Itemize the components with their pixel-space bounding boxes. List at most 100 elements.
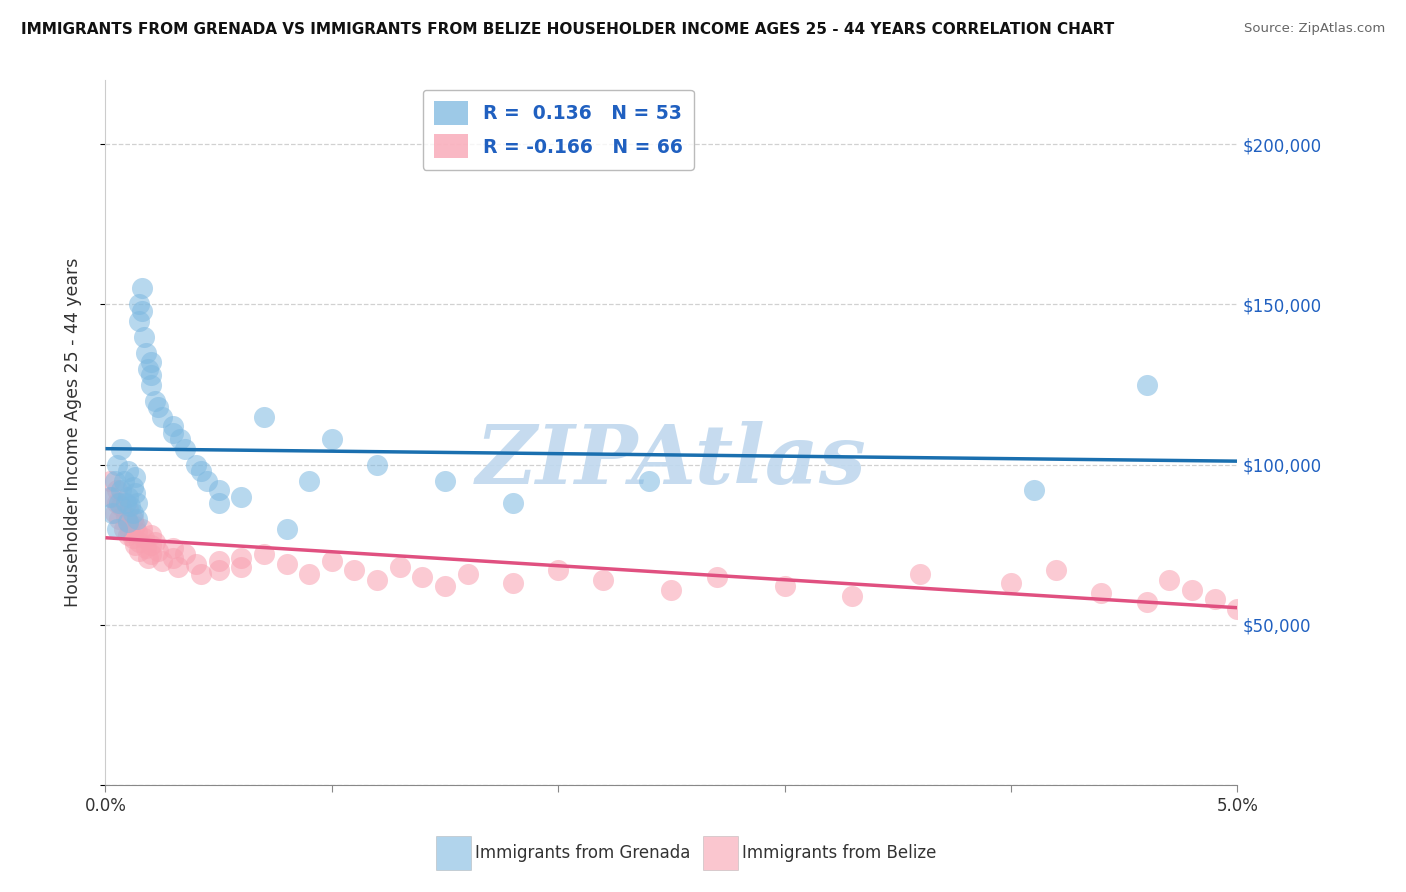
Point xyxy=(231,490,253,504)
Text: ZIPAtlas: ZIPAtlas xyxy=(475,421,868,500)
Point xyxy=(343,563,366,577)
Point xyxy=(131,281,153,295)
Point xyxy=(120,500,142,514)
Point xyxy=(128,297,150,311)
Point xyxy=(124,470,146,484)
Point xyxy=(231,560,253,574)
Point xyxy=(101,506,124,520)
Point xyxy=(253,547,276,561)
Point xyxy=(139,355,162,369)
Point xyxy=(1045,563,1067,577)
Point xyxy=(98,474,121,488)
Point xyxy=(1181,582,1204,597)
Point xyxy=(120,524,142,539)
Point xyxy=(162,541,184,555)
Point xyxy=(108,496,131,510)
Point xyxy=(276,522,298,536)
Point xyxy=(366,573,388,587)
Point xyxy=(841,589,863,603)
Point xyxy=(143,393,166,408)
Point xyxy=(276,557,298,571)
Point xyxy=(112,522,135,536)
Point xyxy=(128,313,150,327)
Point xyxy=(139,377,162,392)
Point xyxy=(124,538,146,552)
Point xyxy=(110,483,132,498)
Y-axis label: Householder Income Ages 25 - 44 years: Householder Income Ages 25 - 44 years xyxy=(63,258,82,607)
Point xyxy=(1000,576,1022,591)
Point xyxy=(139,368,162,382)
Point xyxy=(110,500,132,514)
Point xyxy=(124,518,146,533)
Point xyxy=(121,506,143,520)
Point xyxy=(127,512,149,526)
Point xyxy=(910,566,932,581)
Point xyxy=(208,483,231,498)
Point xyxy=(127,524,149,539)
Point xyxy=(121,480,143,494)
Point xyxy=(105,522,128,536)
Point xyxy=(173,547,195,561)
Point xyxy=(1136,595,1159,609)
Point xyxy=(195,474,218,488)
Point xyxy=(661,582,683,597)
Point xyxy=(321,432,343,446)
Point xyxy=(298,474,321,488)
Point xyxy=(98,490,121,504)
Point xyxy=(108,512,131,526)
Point xyxy=(298,566,321,581)
Point xyxy=(131,522,153,536)
Point xyxy=(103,506,125,520)
Point xyxy=(105,483,128,498)
Point xyxy=(190,464,212,478)
Point xyxy=(114,508,136,523)
Point xyxy=(146,544,169,558)
Point xyxy=(110,442,132,456)
Point xyxy=(773,579,796,593)
Point xyxy=(1226,601,1249,615)
Text: Source: ZipAtlas.com: Source: ZipAtlas.com xyxy=(1244,22,1385,36)
Point xyxy=(1136,377,1159,392)
Point xyxy=(457,566,479,581)
Text: Immigrants from Grenada: Immigrants from Grenada xyxy=(475,844,690,862)
Point xyxy=(433,474,456,488)
Point xyxy=(117,516,139,530)
Text: IMMIGRANTS FROM GRENADA VS IMMIGRANTS FROM BELIZE HOUSEHOLDER INCOME AGES 25 - 4: IMMIGRANTS FROM GRENADA VS IMMIGRANTS FR… xyxy=(21,22,1115,37)
Point xyxy=(117,528,139,542)
Point xyxy=(253,409,276,424)
Point xyxy=(146,400,169,414)
Point xyxy=(162,425,184,440)
Point xyxy=(101,490,124,504)
Point xyxy=(117,490,139,504)
Point xyxy=(190,566,212,581)
Point xyxy=(103,474,125,488)
Point xyxy=(135,345,157,359)
Point xyxy=(162,550,184,565)
Point xyxy=(706,570,728,584)
Point xyxy=(117,516,139,530)
Point xyxy=(139,547,162,561)
Point xyxy=(169,432,191,446)
Point xyxy=(411,570,433,584)
Point xyxy=(121,532,143,546)
Text: Immigrants from Belize: Immigrants from Belize xyxy=(742,844,936,862)
Point xyxy=(139,528,162,542)
Point xyxy=(132,329,155,343)
Point xyxy=(502,496,524,510)
Point xyxy=(208,554,231,568)
Point xyxy=(321,554,343,568)
Point xyxy=(231,550,253,565)
Point xyxy=(143,534,166,549)
Point xyxy=(433,579,456,593)
Point xyxy=(208,563,231,577)
Point xyxy=(117,502,139,516)
Point xyxy=(124,486,146,500)
Point xyxy=(167,560,190,574)
Point xyxy=(131,304,153,318)
Point xyxy=(127,496,149,510)
Point xyxy=(139,538,162,552)
Point xyxy=(502,576,524,591)
Point xyxy=(150,554,173,568)
Point xyxy=(1204,592,1226,607)
Point xyxy=(105,496,128,510)
